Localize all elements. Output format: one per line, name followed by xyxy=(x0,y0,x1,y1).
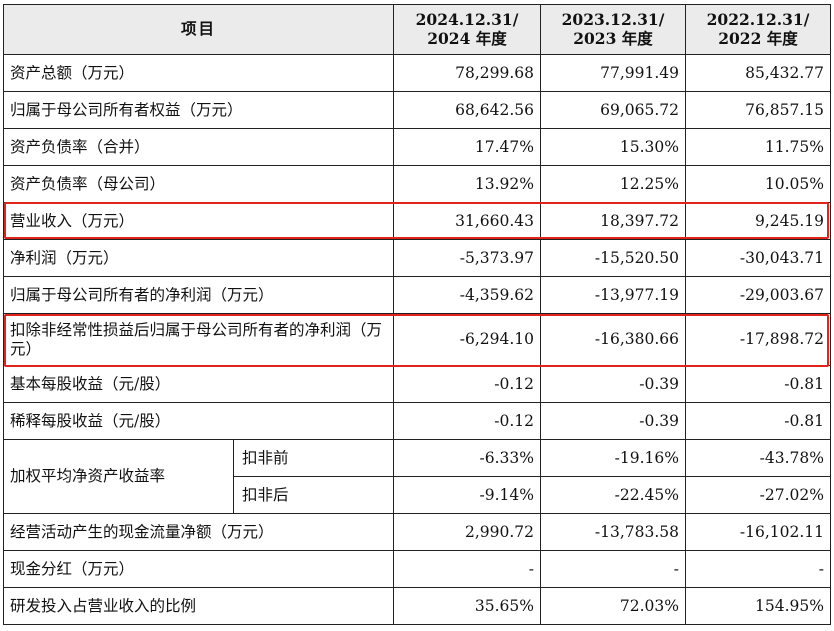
row-label: 营业收入（万元） xyxy=(2,202,395,240)
table-row: 归属于母公司所有者的净利润（万元） -4,359.62 -13,977.19 -… xyxy=(2,276,832,314)
cell-2024: -6.33% xyxy=(393,439,542,477)
cell-2024: -6,294.10 xyxy=(393,313,542,366)
row-label: 归属于母公司所有者的净利润（万元） xyxy=(2,276,395,314)
cell-2023: 77,991.49 xyxy=(540,54,687,92)
cell-2023: -15,520.50 xyxy=(540,239,687,277)
cell-2022: 9,245.19 xyxy=(685,202,832,240)
cell-2023: 12.25% xyxy=(540,165,687,203)
table-row: 资产负债率（母公司） 13.92% 12.25% 10.05% xyxy=(2,165,832,203)
row-label: 经营活动产生的现金流量净额（万元） xyxy=(2,513,395,551)
cell-2022: 11.75% xyxy=(685,128,832,166)
cell-2023: 72.03% xyxy=(540,587,687,625)
sub-label: 扣非前 xyxy=(232,439,395,477)
cell-2022: -27.02% xyxy=(685,476,832,514)
cell-2022: -17,898.72 xyxy=(685,313,832,366)
table-row-highlighted: 扣除非经常性损益后归属于母公司所有者的净利润（万元） -6,294.10 -16… xyxy=(2,313,832,366)
row-label: 扣除非经常性损益后归属于母公司所有者的净利润（万元） xyxy=(2,313,395,366)
row-label: 资产总额（万元） xyxy=(2,54,395,92)
cell-2023: -19.16% xyxy=(540,439,687,477)
row-label-merged: 加权平均净资产收益率 xyxy=(3,439,234,514)
header-row: 项目 2024.12.31/ 2024 年度 2023.12.31/ 2023 … xyxy=(2,4,832,55)
row-label: 现金分红（万元） xyxy=(2,550,395,588)
table-row: 加权平均净资产收益率 扣非前 -6.33% -19.16% -43.78% xyxy=(3,439,832,514)
cell-2022: 154.95% xyxy=(685,587,832,625)
cell-2023: -16,380.66 xyxy=(540,313,687,366)
cell-2024: 17.47% xyxy=(393,128,542,166)
table-row: 资产总额（万元） 78,299.68 77,991.49 85,432.77 xyxy=(2,54,832,92)
cell-2024: 31,660.43 xyxy=(393,202,542,240)
row-label: 归属于母公司所有者权益（万元） xyxy=(2,91,395,129)
cell-2024: 35.65% xyxy=(393,587,542,625)
row-label: 资产负债率（母公司） xyxy=(2,165,395,203)
header-2022: 2022.12.31/ 2022 年度 xyxy=(685,4,832,55)
table-row: 净利润（万元） -5,373.97 -15,520.50 -30,043.71 xyxy=(2,239,832,277)
cell-2022: 85,432.77 xyxy=(685,54,832,92)
row-label: 资产负债率（合并） xyxy=(2,128,395,166)
cell-2022: - xyxy=(685,550,832,588)
table-row: 稀释每股收益（元/股） -0.12 -0.39 -0.81 xyxy=(2,402,832,440)
cell-2022: -16,102.11 xyxy=(685,513,832,551)
row-label: 稀释每股收益（元/股） xyxy=(2,402,395,440)
sub-label: 扣非后 xyxy=(232,476,395,514)
cell-2022: 76,857.15 xyxy=(685,91,832,129)
financial-table: 项目 2024.12.31/ 2024 年度 2023.12.31/ 2023 … xyxy=(2,4,832,625)
table-row: 资产负债率（合并） 17.47% 15.30% 11.75% xyxy=(2,128,832,166)
cell-2022: -0.81 xyxy=(685,365,832,403)
table-row: 研发投入占营业收入的比例 35.65% 72.03% 154.95% xyxy=(2,587,832,625)
cell-2023: -13,977.19 xyxy=(540,276,687,314)
cell-2023: -0.39 xyxy=(540,365,687,403)
header-2023: 2023.12.31/ 2023 年度 xyxy=(540,4,687,55)
cell-2023: - xyxy=(540,550,687,588)
cell-2022: -43.78% xyxy=(685,439,832,477)
cell-2024: -5,373.97 xyxy=(393,239,542,277)
cell-2022: -30,043.71 xyxy=(685,239,832,277)
cell-2024: 78,299.68 xyxy=(393,54,542,92)
cell-2023: 18,397.72 xyxy=(540,202,687,240)
cell-2022: -29,003.67 xyxy=(685,276,832,314)
table-row: 经营活动产生的现金流量净额（万元） 2,990.72 -13,783.58 -1… xyxy=(2,513,832,551)
table-row: 基本每股收益（元/股） -0.12 -0.39 -0.81 xyxy=(2,365,832,403)
table-row: 现金分红（万元） - - - xyxy=(2,550,832,588)
table-row-highlighted: 营业收入（万元） 31,660.43 18,397.72 9,245.19 xyxy=(2,202,832,240)
cell-2023: 69,065.72 xyxy=(540,91,687,129)
row-label: 净利润（万元） xyxy=(2,239,395,277)
header-2024: 2024.12.31/ 2024 年度 xyxy=(393,4,542,55)
cell-2022: -0.81 xyxy=(685,402,832,440)
cell-2024: -9.14% xyxy=(393,476,542,514)
cell-2023: -13,783.58 xyxy=(540,513,687,551)
cell-2022: 10.05% xyxy=(685,165,832,203)
cell-2024: 13.92% xyxy=(393,165,542,203)
cell-2024: 68,642.56 xyxy=(393,91,542,129)
cell-2024: -4,359.62 xyxy=(393,276,542,314)
cell-2023: -22.45% xyxy=(540,476,687,514)
cell-2024: - xyxy=(393,550,542,588)
cell-2024: -0.12 xyxy=(393,365,542,403)
table-row: 归属于母公司所有者权益（万元） 68,642.56 69,065.72 76,8… xyxy=(2,91,832,129)
cell-2024: 2,990.72 xyxy=(393,513,542,551)
table-row: 扣非后 -9.14% -22.45% -27.02% xyxy=(4,476,832,514)
row-label: 基本每股收益（元/股） xyxy=(2,365,395,403)
cell-2023: 15.30% xyxy=(540,128,687,166)
row-label: 研发投入占营业收入的比例 xyxy=(2,587,395,625)
cell-2024: -0.12 xyxy=(393,402,542,440)
cell-2023: -0.39 xyxy=(540,402,687,440)
header-item: 项目 xyxy=(2,4,395,55)
